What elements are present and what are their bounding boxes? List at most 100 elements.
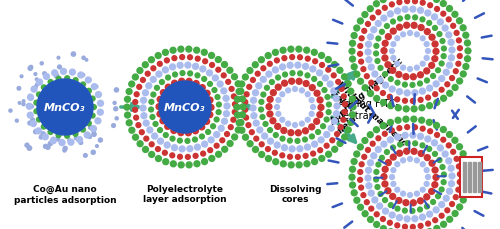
Point (295, 80, 303, 84)
Point (454, 63, 462, 66)
Point (177, 163, 185, 167)
Point (440, 3, 448, 6)
Text: Adding FITC-
dextran: Adding FITC- dextran (338, 99, 399, 120)
Point (46, 106, 54, 109)
Point (36, 81, 44, 85)
Point (208, 64, 216, 68)
Point (316, 83, 324, 86)
Point (20, 100, 28, 104)
Point (364, 51, 372, 55)
Point (371, 73, 379, 76)
Point (350, 35, 358, 38)
Point (432, 208, 440, 212)
Point (258, 101, 266, 104)
Point (416, 9, 424, 13)
Point (274, 76, 282, 80)
Point (372, 223, 380, 226)
Point (422, 57, 430, 60)
Point (396, 18, 404, 21)
Point (159, 119, 167, 123)
Point (418, 2, 426, 5)
Point (192, 65, 200, 69)
Point (40, 72, 48, 76)
Point (273, 106, 281, 109)
Point (142, 92, 150, 95)
Point (310, 160, 318, 164)
Point (416, 224, 424, 228)
Point (32, 101, 40, 105)
Point (370, 154, 378, 158)
Point (201, 60, 209, 64)
Point (344, 83, 352, 86)
Point (462, 65, 470, 69)
Point (358, 37, 366, 41)
Point (199, 152, 207, 156)
Point (303, 162, 311, 166)
Point (425, 22, 433, 26)
Point (142, 122, 150, 125)
Point (26, 96, 34, 100)
Point (188, 89, 196, 93)
Point (411, 16, 419, 20)
Point (310, 78, 318, 82)
Point (294, 131, 302, 135)
Point (288, 80, 296, 84)
Point (436, 21, 444, 25)
Point (234, 98, 241, 102)
Point (224, 81, 232, 84)
Point (376, 79, 384, 82)
Point (206, 149, 214, 152)
Point (366, 133, 374, 137)
Point (252, 122, 260, 125)
Point (383, 150, 391, 154)
Point (330, 90, 338, 93)
Point (372, 3, 380, 6)
Point (80, 57, 88, 60)
Point (388, 50, 396, 54)
Point (429, 75, 437, 79)
Point (330, 74, 338, 78)
Point (42, 116, 50, 120)
Point (395, 73, 403, 77)
Point (396, 127, 404, 130)
Point (320, 89, 328, 93)
Point (258, 116, 266, 119)
Point (394, 188, 402, 192)
Point (80, 95, 88, 99)
Point (328, 139, 336, 142)
Point (82, 112, 90, 116)
Point (227, 126, 235, 129)
Point (350, 160, 358, 164)
Point (268, 81, 276, 85)
Point (206, 99, 214, 102)
Point (330, 120, 338, 123)
Point (340, 95, 348, 99)
Point (155, 73, 163, 77)
Point (94, 93, 102, 97)
Point (394, 224, 402, 227)
Point (30, 122, 38, 126)
Point (411, 217, 419, 221)
Point (426, 121, 434, 125)
Point (148, 59, 156, 62)
Point (154, 157, 162, 161)
Point (433, 101, 441, 105)
Point (204, 131, 212, 134)
Point (309, 152, 317, 156)
Point (54, 119, 62, 123)
Point (438, 62, 446, 66)
Point (438, 214, 446, 218)
Point (145, 85, 153, 88)
Point (390, 182, 398, 186)
Point (28, 118, 36, 122)
Point (32, 73, 40, 76)
Point (322, 77, 330, 80)
Point (416, 82, 424, 86)
Point (136, 69, 144, 73)
Point (338, 88, 345, 91)
Point (54, 134, 62, 137)
Point (242, 76, 250, 79)
Point (148, 116, 156, 119)
Point (316, 149, 324, 152)
Point (76, 106, 84, 109)
